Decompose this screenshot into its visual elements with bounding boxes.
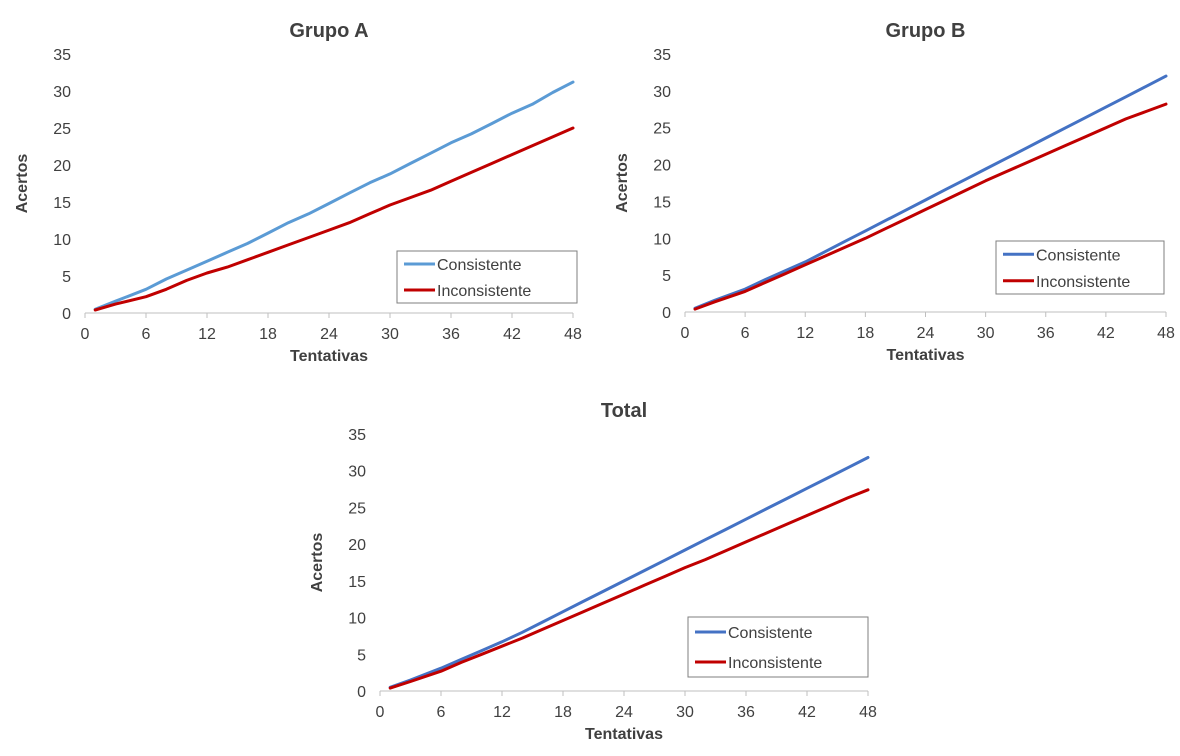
y-tick-label: 0 xyxy=(62,306,71,323)
x-tick-label: 12 xyxy=(796,325,814,342)
x-tick-label: 18 xyxy=(856,325,874,342)
series-line-inconsistente xyxy=(693,102,1168,311)
series-line-consistente xyxy=(93,80,575,311)
x-tick-label: 12 xyxy=(493,704,511,721)
y-tick-label: 20 xyxy=(348,537,366,554)
x-tick-label: 18 xyxy=(554,704,572,721)
y-tick-label: 5 xyxy=(357,647,366,664)
legend-box xyxy=(995,240,1165,295)
legend: Consistente Inconsistente xyxy=(687,616,869,678)
y-tick-label: 0 xyxy=(662,305,671,322)
x-tick-label: 6 xyxy=(437,704,446,721)
series-line-consistente xyxy=(388,456,870,689)
x-tick-label: 36 xyxy=(1037,325,1055,342)
x-tick-label: 0 xyxy=(81,326,90,343)
y-tick-label: 15 xyxy=(348,574,366,591)
chart-2: Grupo B 0 5 10 15 20 25 30 35 0 6 12 18 24 30 36 42 48 Ten… xyxy=(614,20,1175,364)
y-tick-label: 5 xyxy=(662,268,671,285)
legend-label: Consistente xyxy=(437,257,522,274)
x-tick-label: 36 xyxy=(737,704,755,721)
x-tick-label: 0 xyxy=(376,704,385,721)
x-tick-label: 42 xyxy=(798,704,816,721)
x-tick-label: 48 xyxy=(564,326,582,343)
y-tick-label: 25 xyxy=(653,121,671,138)
y-tick-label: 30 xyxy=(53,84,71,101)
legend-label: Consistente xyxy=(1036,247,1121,264)
y-tick-label: 5 xyxy=(62,269,71,286)
x-tick-label: 24 xyxy=(320,326,338,343)
chart-title: Grupo B xyxy=(886,20,966,42)
y-tick-label: 35 xyxy=(53,47,71,64)
legend: Consistente Inconsistente xyxy=(396,250,578,304)
series-line-inconsistente xyxy=(388,488,870,690)
x-tick-label: 48 xyxy=(859,704,877,721)
legend-label: Inconsistente xyxy=(728,655,822,672)
x-tick-label: 6 xyxy=(142,326,151,343)
y-tick-label: 20 xyxy=(53,158,71,175)
series-line-inconsistente xyxy=(93,126,575,312)
chart-3: Total 0 5 10 15 20 25 30 35 0 6 12 18 24 30 36 42 48 Tenta… xyxy=(309,400,877,743)
x-axis-label: Tentativas xyxy=(887,347,965,364)
legend-label: Inconsistente xyxy=(437,283,531,300)
y-tick-label: 15 xyxy=(653,194,671,211)
y-tick-label: 25 xyxy=(348,500,366,517)
y-tick-label: 35 xyxy=(653,47,671,64)
x-tick-label: 0 xyxy=(681,325,690,342)
chart-title: Grupo A xyxy=(289,20,368,42)
x-tick-label: 30 xyxy=(977,325,995,342)
x-axis-label: Tentativas xyxy=(585,726,663,743)
y-tick-label: 30 xyxy=(348,464,366,481)
series-line-consistente xyxy=(693,74,1168,310)
x-tick-label: 30 xyxy=(676,704,694,721)
y-tick-label: 35 xyxy=(348,427,366,444)
legend-label: Inconsistente xyxy=(1036,274,1130,291)
y-tick-label: 10 xyxy=(653,231,671,248)
x-tick-label: 18 xyxy=(259,326,277,343)
y-tick-label: 15 xyxy=(53,195,71,212)
chart-1: Grupo A 0 5 10 15 20 25 30 35 0 6 12 18 24 30 36 42 48 Ten… xyxy=(14,20,582,365)
x-tick-label: 36 xyxy=(442,326,460,343)
x-tick-label: 6 xyxy=(741,325,750,342)
legend-label: Consistente xyxy=(728,625,813,642)
y-axis-label: Acertos xyxy=(309,533,326,593)
x-tick-label: 30 xyxy=(381,326,399,343)
x-tick-label: 42 xyxy=(1097,325,1115,342)
x-tick-label: 48 xyxy=(1157,325,1175,342)
x-tick-label: 12 xyxy=(198,326,216,343)
x-tick-label: 24 xyxy=(917,325,935,342)
x-tick-label: 42 xyxy=(503,326,521,343)
y-tick-label: 20 xyxy=(653,158,671,175)
y-tick-label: 10 xyxy=(53,232,71,249)
y-tick-label: 0 xyxy=(357,684,366,701)
y-tick-label: 25 xyxy=(53,121,71,138)
legend-box xyxy=(687,616,869,678)
chart-title: Total xyxy=(601,400,647,422)
y-tick-label: 30 xyxy=(653,84,671,101)
legend: Consistente Inconsistente xyxy=(995,240,1165,295)
legend-box xyxy=(396,250,578,304)
x-tick-label: 24 xyxy=(615,704,633,721)
y-axis-label: Acertos xyxy=(614,153,631,213)
y-axis-label: Acertos xyxy=(14,154,31,214)
y-tick-label: 10 xyxy=(348,611,366,628)
x-axis-label: Tentativas xyxy=(290,348,368,365)
